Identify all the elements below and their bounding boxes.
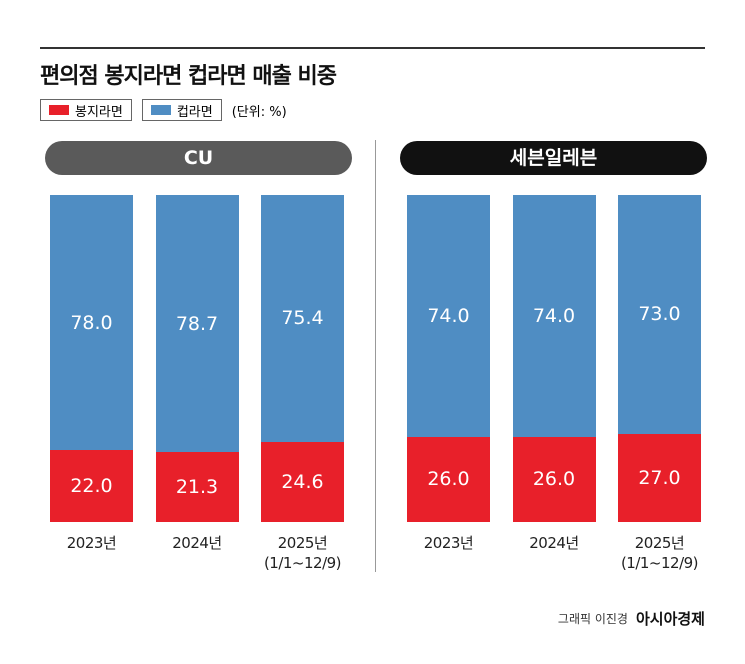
bar-segment	[512, 436, 596, 522]
bar-segment	[155, 195, 239, 453]
bar-segment	[155, 452, 239, 522]
legend-label: 봉지라면	[75, 104, 123, 120]
x-tick-label: 2023년	[66, 534, 117, 552]
credit: 그래픽 이진경	[557, 612, 628, 626]
value-label: 74.0	[427, 304, 470, 327]
value-label: 24.6	[281, 470, 324, 493]
bar-segment	[261, 195, 344, 442]
top-rule	[40, 47, 705, 49]
value-label: 73.0	[638, 303, 681, 326]
bar-segment	[618, 195, 701, 434]
bar-segment	[50, 450, 133, 522]
x-tick-label: 2025년 (1/1~12/9)	[263, 534, 342, 572]
legend-item: 컵라면	[141, 99, 222, 121]
unit: (단위: %)	[231, 104, 287, 120]
x-tick-label: 2024년	[172, 534, 222, 552]
bar-segment	[407, 436, 490, 522]
value-label: 22.0	[70, 475, 113, 498]
bar-segment	[50, 195, 133, 451]
title: 편의점 봉지라면 컵라면 매출 비중	[40, 64, 337, 89]
x-tick-label: 2025년 (1/1~12/9)	[620, 534, 699, 572]
value-label: 21.3	[175, 476, 219, 499]
value-label: 78.0	[70, 311, 113, 334]
x-tick-label: 2024년	[529, 534, 579, 552]
legend: 봉지라면 컵라면 (단위: %)	[40, 99, 287, 121]
bar-segment	[261, 441, 344, 522]
legend-swatch	[49, 105, 69, 115]
value-label: 75.4	[281, 307, 324, 330]
legend-swatch	[150, 105, 171, 115]
divider	[375, 140, 376, 572]
bar-segment	[407, 195, 490, 437]
legend-label: 컵라면	[176, 104, 213, 120]
value-label: 74.0	[532, 304, 576, 327]
value-label: 78.7	[175, 312, 219, 335]
value-label: 27.0	[638, 466, 681, 489]
brand: 아시아경제	[635, 610, 705, 628]
bar-segment	[512, 195, 596, 437]
legend-item: 봉지라면	[40, 99, 132, 121]
bar-segment	[618, 433, 701, 522]
panel-title: CU	[45, 141, 352, 175]
value-label: 26.0	[532, 468, 576, 491]
value-label: 26.0	[427, 468, 470, 491]
x-tick-label: 2023년	[423, 534, 474, 552]
footer: 그래픽 이진경 아시아경제	[558, 608, 705, 629]
panel-title: 세븐일레븐	[400, 141, 707, 175]
